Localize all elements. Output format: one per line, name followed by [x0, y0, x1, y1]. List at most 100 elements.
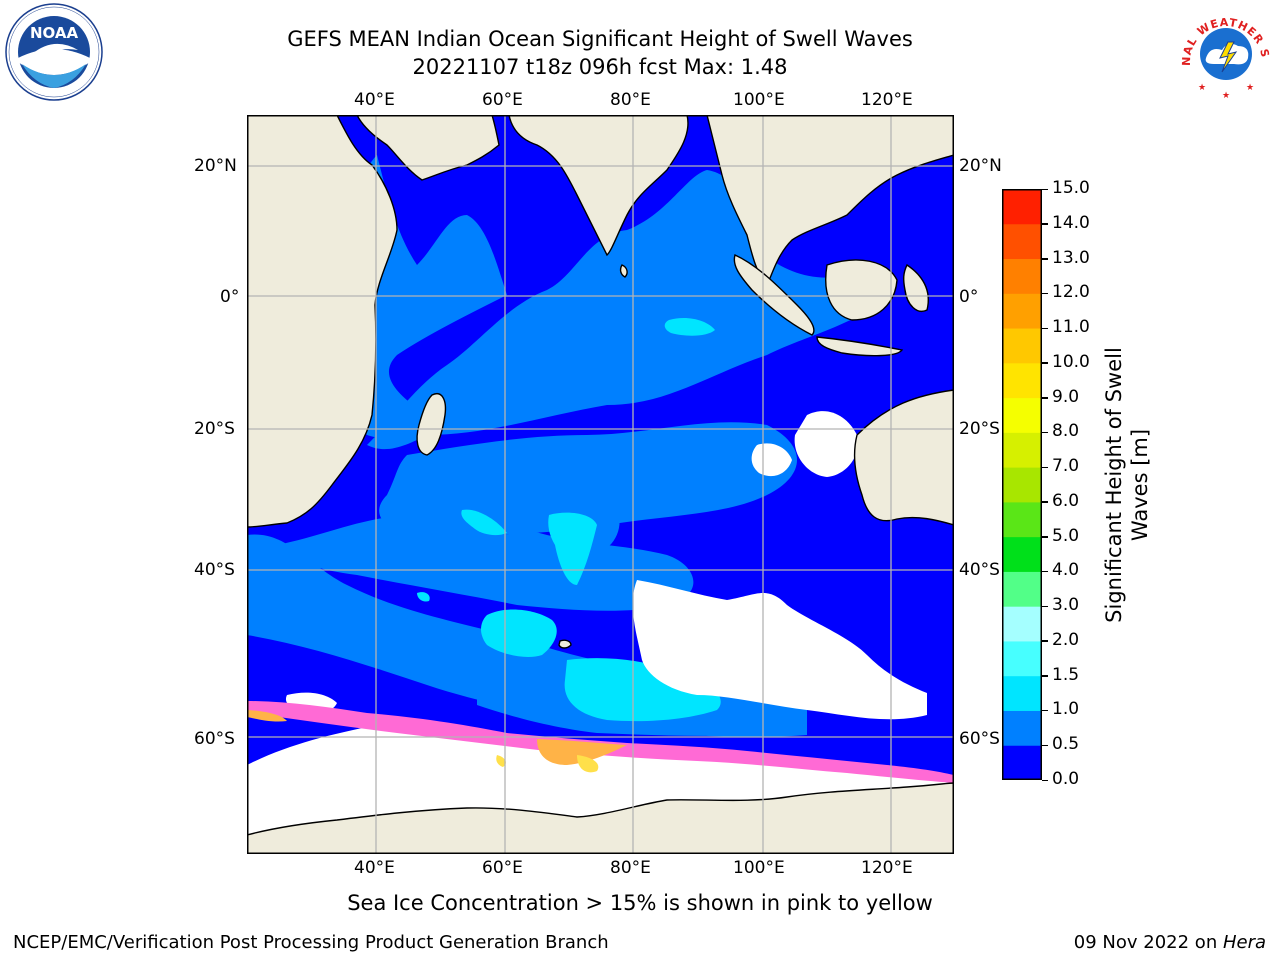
nws-logo: NATIONAL WEATHER SERVICE ★ ★ ★: [1176, 2, 1274, 101]
lat-label-right-20n: 20°N: [959, 156, 1002, 176]
colorbar-label: Significant Height of Swell Waves [m]: [1102, 347, 1152, 623]
colorbar-tick-mark: [1042, 605, 1048, 608]
lat-label-right-40s: 40°S: [959, 560, 1000, 580]
lat-label-right-0: 0°: [959, 287, 979, 307]
footer-date-text: 09 Nov 2022 on: [1073, 932, 1223, 953]
colorbar-segment: [1002, 432, 1042, 468]
map-frame: [247, 115, 954, 854]
colorbar-segment: [1002, 710, 1042, 746]
colorbar-tick-label: 1.5: [1052, 664, 1080, 685]
colorbar-tick-label: 6.0: [1052, 490, 1080, 511]
colorbar-tick-mark: [1042, 258, 1048, 260]
colorbar-segment: [1002, 501, 1042, 538]
colorbar-segment: [1002, 293, 1042, 329]
lat-label-left-40s: 40°S: [194, 560, 235, 580]
colorbar-tick-label: 12.0: [1052, 282, 1090, 303]
lon-label-bottom-60e: 60°E: [482, 858, 523, 878]
svg-text:★: ★: [1198, 83, 1206, 93]
colorbar-tick-label: 5.0: [1052, 525, 1080, 546]
chart-subtitle: 20221107 t18z 096h fcst Max: 1.48: [412, 55, 788, 79]
colorbar-segment: [1002, 362, 1042, 399]
footer-date: 09 Nov 2022 on Hera: [1074, 932, 1266, 953]
colorbar-tick-mark: [1042, 223, 1048, 225]
colorbar-segment: [1002, 328, 1042, 364]
colorbar-tick-mark: [1042, 709, 1048, 712]
lon-label-top-40e: 40°E: [354, 90, 395, 110]
colorbar-tick-label: 7.0: [1052, 456, 1080, 477]
land-antarctica: [247, 782, 954, 854]
colorbar-tick-mark: [1042, 292, 1048, 295]
colorbar-segment: [1002, 640, 1042, 677]
noaa-logo: NOAA: [5, 3, 103, 101]
colorbar-tick-mark: [1042, 570, 1048, 573]
noaa-logo-text: NOAA: [30, 24, 79, 42]
colorbar-tick-label: 10.0: [1052, 351, 1090, 372]
colorbar-segment: [1002, 675, 1042, 711]
colorbar-tick-label: 8.0: [1052, 421, 1080, 442]
lon-label-top-60e: 60°E: [482, 90, 523, 110]
footer-host: Hera: [1222, 932, 1266, 953]
colorbar-segment: [1002, 745, 1042, 780]
svg-text:★: ★: [1246, 83, 1254, 93]
colorbar-segment: [1002, 467, 1042, 503]
colorbar-tick-mark: [1042, 675, 1048, 677]
colorbar-tick-label: 9.0: [1052, 386, 1080, 407]
colorbar-tick-label: 11.0: [1052, 317, 1090, 338]
graticule: [247, 115, 954, 854]
sea-ice-note: Sea Ice Concentration > 15% is shown in …: [347, 891, 933, 915]
lon-label-top-100e: 100°E: [733, 90, 785, 110]
lon-label-bottom-100e: 100°E: [733, 858, 785, 878]
land-australia: [853, 389, 954, 526]
colorbar-tick-mark: [1042, 362, 1048, 364]
land-se-asia: [706, 115, 954, 287]
lon-label-bottom-40e: 40°E: [354, 858, 395, 878]
colorbar-segment: [1002, 397, 1042, 433]
lon-label-bottom-80e: 80°E: [610, 858, 651, 878]
chart-title: GEFS MEAN Indian Ocean Significant Heigh…: [287, 27, 913, 51]
colorbar-tick-mark: [1042, 501, 1048, 503]
colorbar-segment: [1002, 606, 1042, 642]
colorbar-tick-label: 0.5: [1052, 734, 1080, 755]
colorbar-tick-label: 2.0: [1052, 629, 1080, 650]
colorbar-tick-label: 13.0: [1052, 247, 1090, 268]
lat-label-right-60s: 60°S: [959, 729, 1000, 749]
colorbar-tick-mark: [1042, 536, 1048, 538]
colorbar-tick-mark: [1042, 188, 1048, 190]
map-panel: [247, 115, 954, 854]
colorbar-frame: [1002, 189, 1042, 780]
colorbar-tick-label: 14.0: [1052, 212, 1090, 233]
colorbar-tick-mark: [1042, 431, 1048, 434]
land-india: [508, 115, 689, 257]
land-sri-lanka: [619, 264, 628, 278]
colorbar-tick-mark: [1042, 744, 1048, 747]
footer-credit: NCEP/EMC/Verification Post Processing Pr…: [13, 932, 609, 953]
lon-label-top-80e: 80°E: [610, 90, 651, 110]
colorbar-segment: [1002, 223, 1042, 260]
swell-band-0.5-1.0: [247, 155, 887, 738]
colorbar-tick-mark: [1042, 640, 1048, 642]
land-sumatra: [733, 254, 815, 336]
lat-label-left-20n: 20°N: [194, 156, 237, 176]
colorbar-tick-label: 1.0: [1052, 699, 1080, 720]
colorbar-tick-mark: [1042, 397, 1048, 399]
colorbar-segment: [1002, 258, 1042, 294]
land-madagascar: [416, 393, 447, 456]
lon-label-bottom-120e: 120°E: [861, 858, 913, 878]
land-java: [816, 336, 904, 357]
colorbar: [1002, 189, 1042, 780]
land-masses: [247, 115, 954, 854]
colorbar-tick-label: 3.0: [1052, 595, 1080, 616]
colorbar-tick-mark: [1042, 779, 1048, 781]
colorbar-tick-label: 15.0: [1052, 178, 1090, 198]
lat-label-right-20s: 20°S: [959, 419, 1000, 439]
colorbar-segment: [1002, 189, 1042, 225]
land-borneo: [825, 259, 898, 321]
lat-label-left-60s: 60°S: [194, 729, 235, 749]
colorbar-segment: [1002, 536, 1042, 572]
lat-label-left-0: 0°: [220, 287, 240, 307]
land-arabia: [356, 115, 500, 181]
colorbar-tick-mark: [1042, 466, 1048, 469]
svg-text:★: ★: [1222, 91, 1230, 101]
colorbar-tick-mark: [1042, 327, 1048, 330]
